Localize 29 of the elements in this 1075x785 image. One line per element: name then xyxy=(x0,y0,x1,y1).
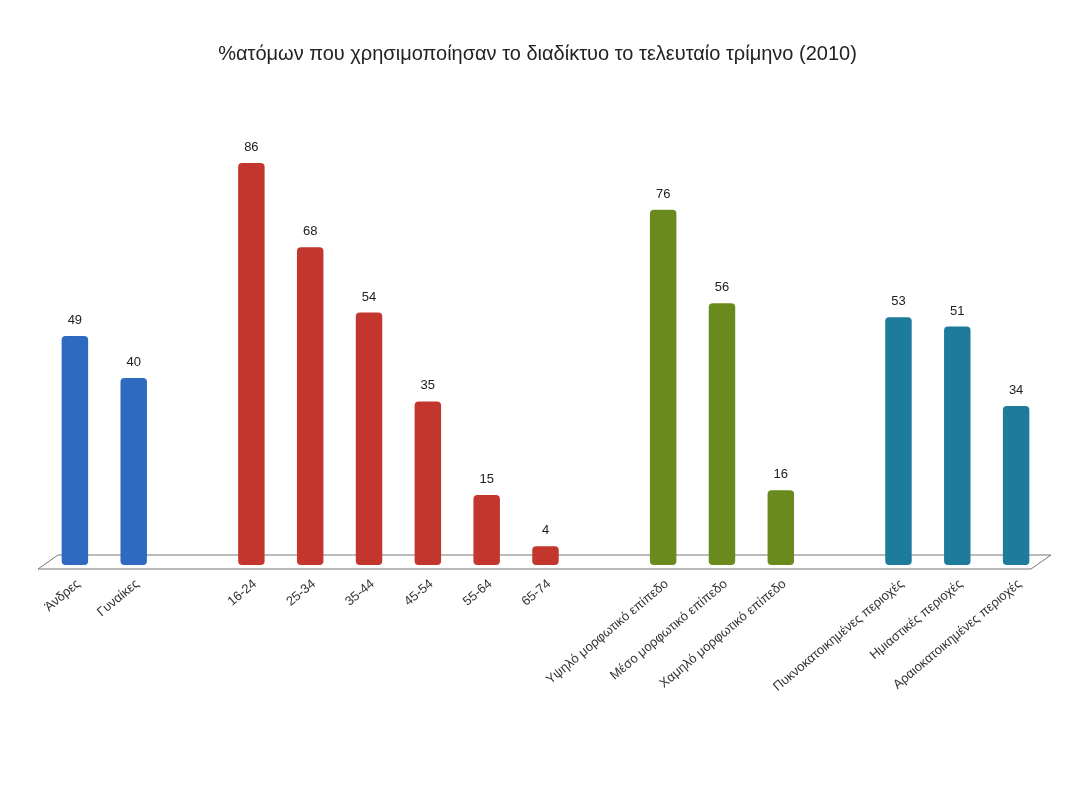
bar xyxy=(767,490,795,565)
data-label: 68 xyxy=(302,223,318,239)
bar xyxy=(120,378,147,565)
data-label: 35 xyxy=(420,377,436,393)
bar xyxy=(296,247,324,565)
bar xyxy=(238,163,265,565)
data-label: 56 xyxy=(714,279,730,295)
data-label: 86 xyxy=(244,139,259,154)
bar xyxy=(414,401,442,565)
data-label: 54 xyxy=(361,288,377,304)
data-label: 76 xyxy=(655,185,671,201)
data-label: 40 xyxy=(126,354,141,370)
data-label: 16 xyxy=(773,466,789,482)
bar xyxy=(649,209,677,565)
data-label: 51 xyxy=(950,302,965,318)
bar xyxy=(885,317,912,565)
bar xyxy=(1002,406,1030,565)
bar xyxy=(61,335,89,565)
bar xyxy=(944,326,971,565)
chart-title: %ατόμων που χρησιμοποίησαν το διαδίκτυο το τελευταίο τρίμηνο (2010) xyxy=(218,42,857,64)
bar xyxy=(473,494,500,565)
bar xyxy=(355,312,383,565)
data-label: 49 xyxy=(67,311,83,327)
data-label: 4 xyxy=(541,522,550,538)
data-label: 34 xyxy=(1008,382,1024,398)
bar xyxy=(532,546,559,565)
bar xyxy=(708,303,736,565)
data-label: 53 xyxy=(891,293,906,309)
data-label: 15 xyxy=(479,470,494,486)
